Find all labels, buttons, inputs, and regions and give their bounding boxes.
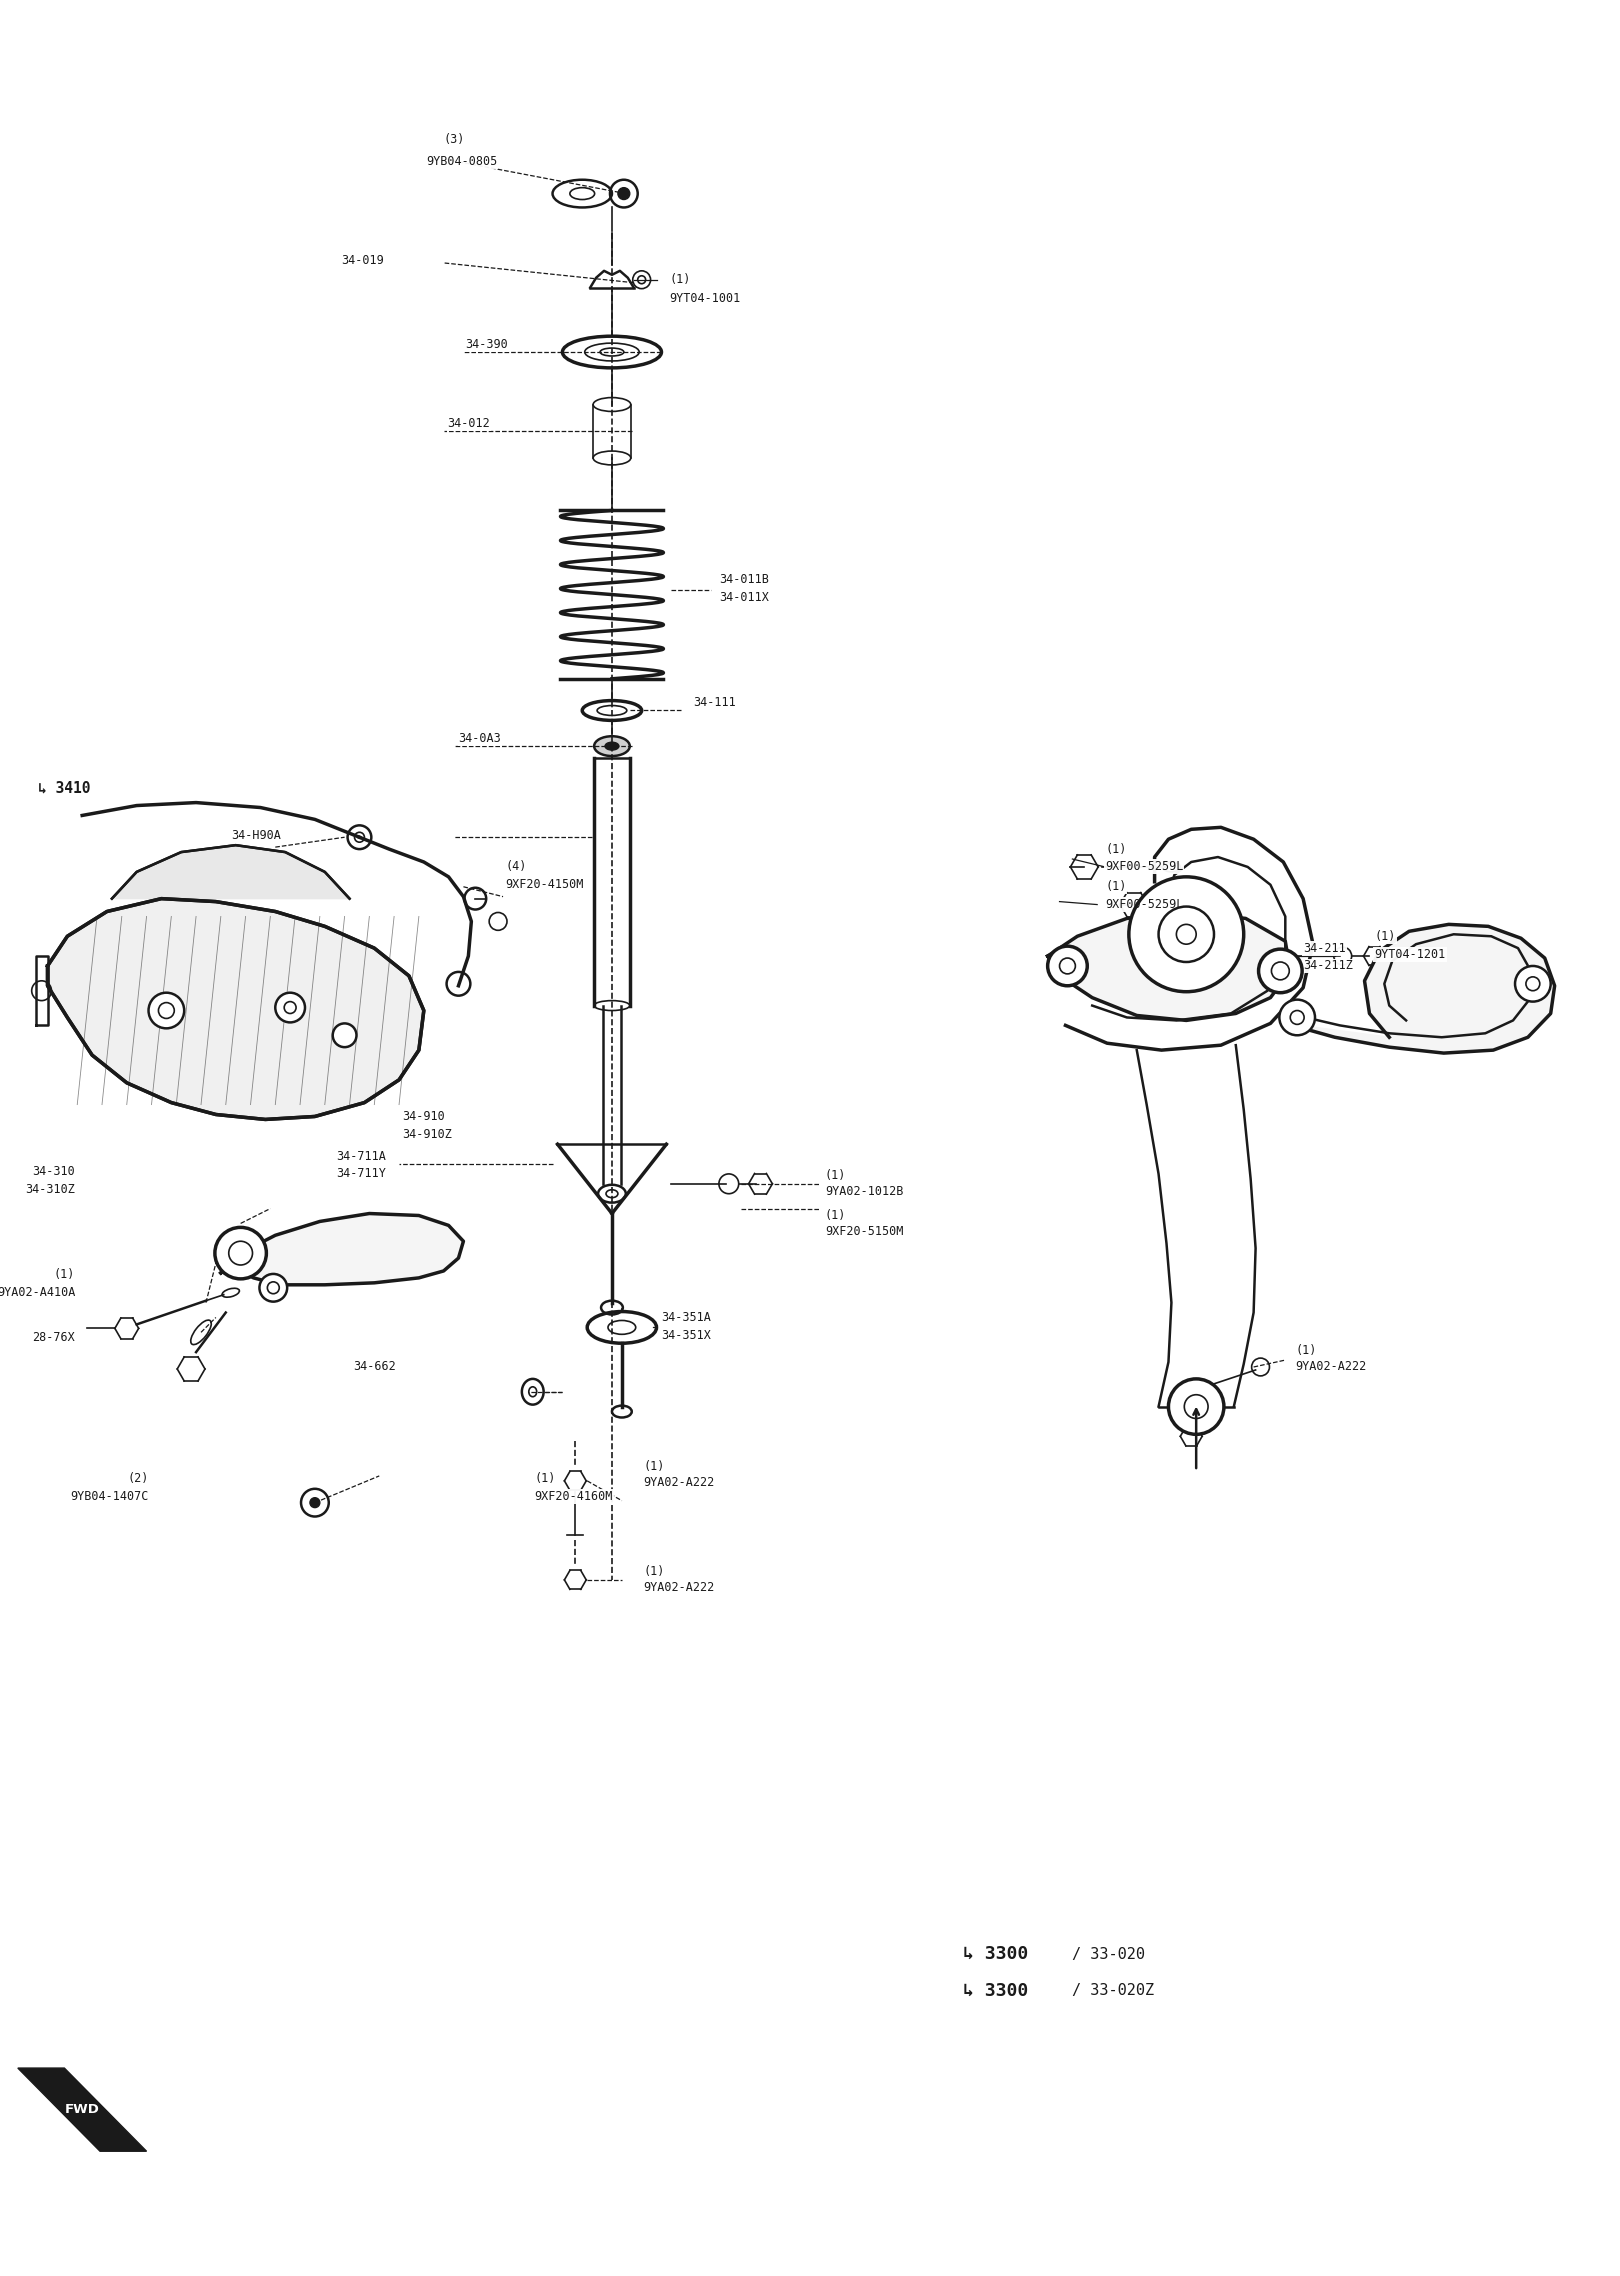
Text: (1): (1) (1105, 881, 1126, 892)
Text: 34-662: 34-662 (353, 1361, 397, 1372)
Text: 9XF20-5150M: 9XF20-5150M (825, 1224, 904, 1238)
Text: 34-011B: 34-011B (719, 574, 769, 587)
Circle shape (275, 992, 305, 1022)
Text: (4): (4) (505, 860, 526, 874)
Circle shape (1280, 999, 1315, 1036)
Text: 9YA02-A222: 9YA02-A222 (1296, 1361, 1366, 1372)
Text: / 33-020Z: / 33-020Z (1072, 1982, 1155, 1998)
Text: (1): (1) (643, 1566, 666, 1580)
Text: (1): (1) (825, 1170, 846, 1184)
Text: (1): (1) (53, 1268, 75, 1281)
Polygon shape (220, 1213, 463, 1286)
Text: 34-111: 34-111 (693, 696, 735, 710)
Text: (3): (3) (444, 132, 465, 146)
Circle shape (215, 1227, 266, 1279)
Text: 9XF00-5259L: 9XF00-5259L (1105, 860, 1184, 874)
Text: 34-390: 34-390 (465, 337, 509, 351)
Text: FWD: FWD (65, 2103, 99, 2117)
Polygon shape (1048, 910, 1290, 1020)
Text: 34-211: 34-211 (1302, 942, 1346, 954)
Circle shape (1129, 876, 1244, 992)
Circle shape (617, 187, 630, 200)
Text: (1): (1) (1296, 1343, 1317, 1356)
Text: 9XF20-4160M: 9XF20-4160M (535, 1491, 612, 1502)
Circle shape (149, 992, 185, 1029)
Text: 34-310: 34-310 (32, 1165, 75, 1179)
Text: 9YA02-A410A: 9YA02-A410A (0, 1286, 75, 1300)
Text: 9YT04-1201: 9YT04-1201 (1374, 947, 1445, 960)
Text: 34-711Y: 34-711Y (337, 1168, 386, 1181)
Text: (2): (2) (126, 1473, 149, 1486)
Circle shape (332, 1024, 356, 1047)
Ellipse shape (604, 742, 619, 751)
Text: ↳ 3410: ↳ 3410 (37, 781, 91, 794)
Text: 34-910: 34-910 (402, 1111, 446, 1122)
Text: 34-310Z: 34-310Z (26, 1184, 75, 1197)
Circle shape (259, 1275, 287, 1302)
Text: (1): (1) (669, 273, 690, 287)
Text: 34-019: 34-019 (342, 255, 384, 266)
Text: 9XF00-5259L: 9XF00-5259L (1105, 899, 1184, 910)
Polygon shape (47, 899, 424, 1120)
Ellipse shape (595, 735, 630, 756)
Circle shape (309, 1498, 319, 1507)
Text: 34-0A3: 34-0A3 (458, 731, 501, 744)
Text: 28-76X: 28-76X (32, 1331, 75, 1343)
Text: (1): (1) (643, 1459, 666, 1473)
Text: 34-351X: 34-351X (661, 1329, 711, 1343)
Text: 34-711A: 34-711A (337, 1149, 386, 1163)
Text: 9YA02-1012B: 9YA02-1012B (825, 1186, 904, 1197)
Polygon shape (18, 2069, 146, 2151)
Text: 9XF20-4150M: 9XF20-4150M (505, 879, 583, 892)
Text: ↳ 3300: ↳ 3300 (964, 1982, 1029, 2001)
Circle shape (1515, 965, 1550, 1001)
Text: ↳ 3300: ↳ 3300 (964, 1946, 1029, 1964)
Text: (1): (1) (535, 1473, 556, 1486)
Text: 34-012: 34-012 (447, 417, 491, 430)
Text: (1): (1) (1374, 931, 1396, 942)
Text: 9YB04-0805: 9YB04-0805 (426, 155, 497, 168)
Text: 34-H90A: 34-H90A (230, 828, 280, 842)
Polygon shape (1285, 924, 1555, 1054)
Text: 34-351A: 34-351A (661, 1311, 711, 1325)
Text: (1): (1) (1105, 842, 1126, 856)
Text: 34-011X: 34-011X (719, 592, 769, 603)
Circle shape (1168, 1379, 1223, 1434)
Text: 9YA02-A222: 9YA02-A222 (643, 1582, 714, 1593)
Text: (1): (1) (825, 1209, 846, 1222)
Text: 34-910Z: 34-910Z (402, 1129, 452, 1140)
Circle shape (1048, 947, 1087, 986)
Text: / 33-020: / 33-020 (1072, 1946, 1145, 1962)
Circle shape (1259, 949, 1302, 992)
Polygon shape (112, 844, 350, 899)
Text: 34-211Z: 34-211Z (1302, 960, 1353, 972)
Text: 9YA02-A222: 9YA02-A222 (643, 1477, 714, 1489)
Text: 9YT04-1001: 9YT04-1001 (669, 291, 740, 305)
Text: 9YB04-1407C: 9YB04-1407C (70, 1491, 149, 1502)
